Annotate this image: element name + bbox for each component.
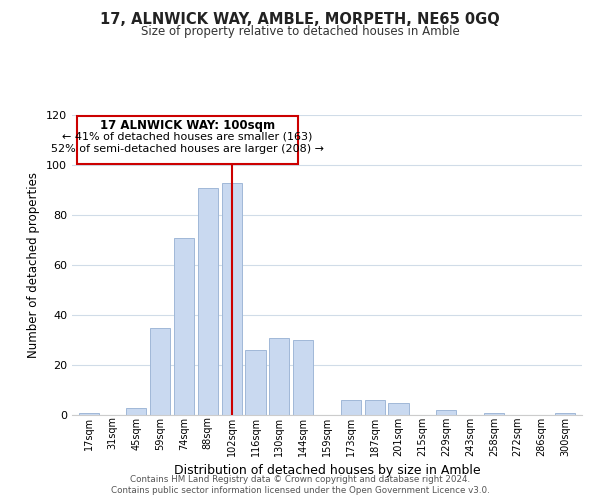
Bar [150,328,170,415]
Text: Contains public sector information licensed under the Open Government Licence v3: Contains public sector information licen… [110,486,490,495]
Bar [484,412,504,415]
Bar [221,182,242,415]
FancyBboxPatch shape [77,116,298,164]
Bar [174,238,194,415]
Text: 17 ALNWICK WAY: 100sqm: 17 ALNWICK WAY: 100sqm [100,118,275,132]
X-axis label: Distribution of detached houses by size in Amble: Distribution of detached houses by size … [173,464,481,477]
Text: Size of property relative to detached houses in Amble: Size of property relative to detached ho… [140,25,460,38]
Bar [245,350,266,415]
Bar [365,400,385,415]
Bar [555,412,575,415]
Text: Contains HM Land Registry data © Crown copyright and database right 2024.: Contains HM Land Registry data © Crown c… [130,475,470,484]
Y-axis label: Number of detached properties: Number of detached properties [28,172,40,358]
Bar [269,338,289,415]
Bar [198,188,218,415]
Bar [341,400,361,415]
Bar [388,402,409,415]
Bar [79,412,99,415]
Text: 17, ALNWICK WAY, AMBLE, MORPETH, NE65 0GQ: 17, ALNWICK WAY, AMBLE, MORPETH, NE65 0G… [100,12,500,28]
Bar [436,410,456,415]
Bar [126,408,146,415]
Text: 52% of semi-detached houses are larger (208) →: 52% of semi-detached houses are larger (… [51,144,324,154]
Text: ← 41% of detached houses are smaller (163): ← 41% of detached houses are smaller (16… [62,131,313,141]
Bar [293,340,313,415]
